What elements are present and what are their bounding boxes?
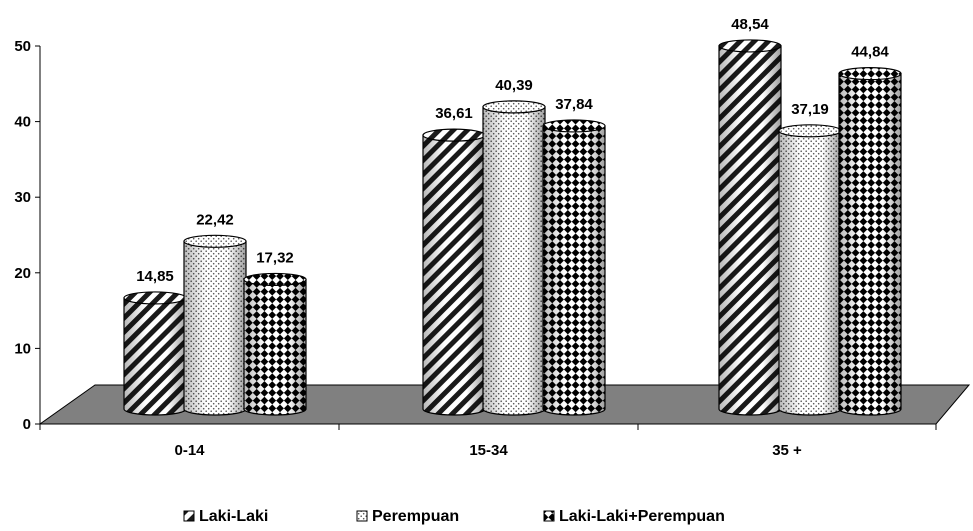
data-label-perempuan: 37,19 — [791, 101, 829, 118]
data-label-laki-laki: 36,61 — [435, 105, 473, 122]
data-label-laki-laki-perempuan: 37,84 — [555, 96, 593, 113]
y-tick-label: 10 — [14, 340, 31, 357]
data-label-laki-laki-perempuan: 17,32 — [256, 249, 294, 266]
bars — [123, 39, 902, 416]
legend-swatch-perempuan — [356, 510, 368, 522]
x-axis-ticks: 0-14 15-34 35 + — [39, 424, 937, 459]
y-tick-label: 50 — [14, 38, 31, 55]
bar-perempuan — [778, 124, 842, 416]
legend-label-perempuan: Perempuan — [372, 508, 459, 525]
data-labels: 14,85 22,42 17,32 36,61 40,39 37,84 48,54 37,19… — [136, 16, 889, 285]
data-label-perempuan: 40,39 — [495, 77, 533, 94]
bar-laki-laki-perempuan — [542, 119, 606, 416]
bar-laki-laki — [718, 39, 782, 416]
x-tick-label: 0-14 — [174, 442, 205, 459]
y-tick-label: 40 — [14, 114, 31, 131]
data-label-laki-laki: 48,54 — [731, 16, 769, 33]
y-tick-label: 20 — [14, 265, 31, 282]
legend-swatch-laki-laki — [183, 510, 195, 522]
legend: Laki-Laki Perempuan Laki-Laki+Perempuan — [183, 508, 725, 525]
legend-label-laki-laki: Laki-Laki — [199, 508, 268, 525]
bar-laki-laki-perempuan — [243, 272, 307, 416]
bar-perempuan — [183, 234, 247, 416]
data-label-perempuan: 22,42 — [196, 211, 234, 228]
legend-label-laki-laki-perempuan: Laki-Laki+Perempuan — [559, 508, 725, 525]
bar-laki-laki — [422, 128, 486, 416]
x-tick-label: 35 + — [772, 442, 802, 459]
legend-item-laki-laki: Laki-Laki — [183, 508, 268, 525]
data-label-laki-laki-perempuan: 44,84 — [851, 44, 889, 61]
bar-perempuan — [482, 100, 546, 416]
bar-laki-laki-perempuan — [838, 66, 902, 416]
x-tick-label: 15-34 — [469, 442, 508, 459]
data-label-laki-laki: 14,85 — [136, 268, 174, 285]
bar-laki-laki — [123, 291, 187, 416]
legend-item-laki-laki-perempuan: Laki-Laki+Perempuan — [543, 508, 725, 525]
y-axis-ticks: 0 10 20 30 40 50 — [14, 38, 40, 433]
y-tick-label: 0 — [23, 416, 31, 433]
legend-item-perempuan: Perempuan — [356, 508, 459, 525]
legend-swatch-laki-laki-perempuan — [543, 510, 555, 522]
y-tick-label: 30 — [14, 189, 31, 206]
